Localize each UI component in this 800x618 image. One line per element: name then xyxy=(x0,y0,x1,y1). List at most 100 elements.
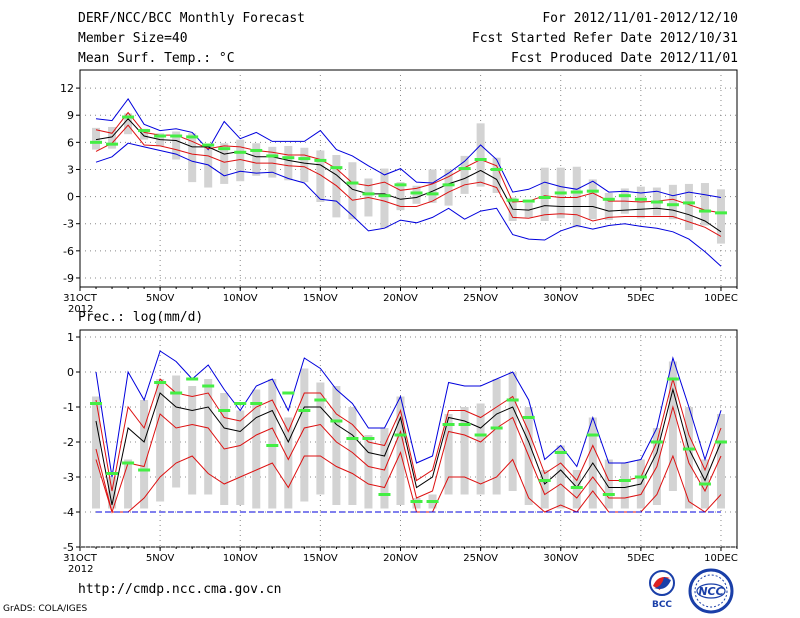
prec-lower-line xyxy=(95,405,722,514)
temp-range-box xyxy=(268,146,277,178)
prec-range-box xyxy=(476,403,485,495)
temp-range-box xyxy=(140,128,149,140)
temp-xtick-label: 15NOV xyxy=(303,293,338,304)
temp-range-box xyxy=(172,131,181,160)
temp-xtick-label: 30NOV xyxy=(543,293,578,304)
prec-ytick-label: -5 xyxy=(63,541,74,554)
temp-range-box xyxy=(444,169,453,206)
temp-range-box xyxy=(380,168,389,229)
prec-range-box xyxy=(668,361,677,491)
temp-range-box xyxy=(348,162,357,220)
prec-range-box xyxy=(556,445,565,509)
temp-range-box xyxy=(92,127,101,150)
prec-range-box xyxy=(156,379,165,502)
prec-ytick-label: -3 xyxy=(63,471,74,484)
prec-xtick-label: 5NOV xyxy=(146,553,175,564)
prec-lower2-line xyxy=(95,451,722,513)
prec-range-box xyxy=(124,459,133,509)
forecast-period: For 2012/11/01-2012/12/10 xyxy=(542,11,738,26)
temp-range-box xyxy=(188,133,197,183)
prec-range-box xyxy=(412,498,421,509)
temp-range-box xyxy=(108,126,117,149)
prec-range-box xyxy=(332,386,341,505)
temp-max-line xyxy=(95,98,722,198)
header-right: For 2012/11/01-2012/12/10 Fcst Started R… xyxy=(472,10,738,70)
prec-upper-line xyxy=(95,377,722,492)
temp-range-box xyxy=(252,143,261,176)
prec-range-box xyxy=(364,435,373,509)
temp-ytick-label: 12 xyxy=(60,82,74,95)
source-url[interactable]: http://cmdp.ncc.cma.gov.cn xyxy=(78,582,282,597)
temp-xtick-label: 20NOV xyxy=(383,293,418,304)
prec-range-box xyxy=(300,368,309,502)
temp-range-box xyxy=(460,155,469,194)
prec-xtick-label: 31OCT xyxy=(63,553,98,564)
prec-range-box xyxy=(140,400,149,509)
prec-range-box xyxy=(716,414,725,509)
globe-icon xyxy=(696,583,726,599)
variable-label: Mean Surf. Temp.: °C xyxy=(78,51,235,66)
temp-mean-line xyxy=(95,118,722,233)
prec-ytick-label: -4 xyxy=(63,506,74,519)
temp-range-box xyxy=(428,169,437,203)
temp-lower-line xyxy=(95,124,722,237)
prec-range-box xyxy=(620,463,629,509)
precip-chart-title: Prec.: log(mm/d) xyxy=(78,310,204,325)
prec-range-box xyxy=(380,428,389,509)
temp-min-line xyxy=(95,142,722,267)
temp-range-box xyxy=(716,189,725,244)
temp-frame xyxy=(79,69,738,288)
temp-xtick-label: 10NOV xyxy=(223,293,258,304)
member-size: Member Size=40 xyxy=(78,31,188,46)
ncc-logo: NCC xyxy=(688,568,734,618)
prec-range-box xyxy=(204,379,213,495)
prec-range-box xyxy=(172,375,181,488)
temp-range-box xyxy=(684,183,693,231)
prec-range-box xyxy=(268,379,277,509)
prec-ytick-label: 1 xyxy=(67,331,74,344)
temp-range-box xyxy=(220,143,229,184)
prec-range-box xyxy=(444,414,453,495)
prec-frame xyxy=(79,329,738,548)
prec-range-box xyxy=(492,379,501,495)
temp-range-box xyxy=(124,113,133,135)
prec-xtick-label: 10NOV xyxy=(223,553,258,564)
temp-xtick-label: 5NOV xyxy=(146,293,175,304)
temp-upper-line xyxy=(95,111,722,214)
temp-range-box xyxy=(604,192,613,221)
prec-range-box xyxy=(572,470,581,509)
prec-range-box xyxy=(604,459,613,509)
prec-ytick-label: -2 xyxy=(63,436,74,449)
temp-ytick-label: -3 xyxy=(63,218,74,231)
prec-xtick-label: 15NOV xyxy=(303,553,338,564)
prec-range-box xyxy=(284,417,293,509)
temp-ytick-label: -6 xyxy=(63,245,74,258)
prec-xtick-label: 5DEC xyxy=(627,553,654,564)
temp-range-box xyxy=(476,123,485,187)
prec-xtick-label: 10DEC xyxy=(704,553,738,564)
ncc-logo-text: NCC xyxy=(698,585,723,598)
prec-max-line xyxy=(95,350,722,478)
prec-xtick-label: 20NOV xyxy=(383,553,418,564)
temp-year-label: 2012 xyxy=(68,304,93,315)
prec-range-box xyxy=(396,396,405,505)
grads-credit: GrADS: COLA/IGES xyxy=(3,604,88,614)
temp-range-box xyxy=(668,184,677,220)
prec-range-box xyxy=(684,407,693,509)
prec-range-box xyxy=(236,410,245,505)
temp-range-box xyxy=(540,167,549,221)
temp-xtick-label: 31OCT xyxy=(63,293,98,304)
prec-range-box xyxy=(188,386,197,495)
prec-ytick-label: 0 xyxy=(67,366,74,379)
header-left: DERF/NCC/BCC Monthly Forecast Member Siz… xyxy=(78,10,305,70)
temp-range-box xyxy=(492,157,501,193)
prec-range-box xyxy=(92,396,101,509)
temp-range-box xyxy=(316,150,325,203)
produced-date: Fcst Produced Date 2012/11/01 xyxy=(511,51,738,66)
prec-range-box xyxy=(508,372,517,491)
prec-range-box xyxy=(348,407,357,505)
prec-range-box xyxy=(108,477,117,509)
temp-ytick-label: -9 xyxy=(63,272,74,285)
temp-range-box xyxy=(396,182,405,211)
